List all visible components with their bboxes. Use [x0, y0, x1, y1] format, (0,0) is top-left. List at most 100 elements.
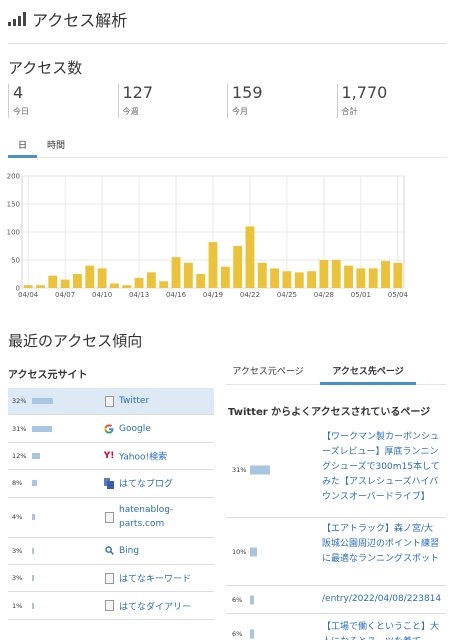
stat-value: 1,770	[341, 83, 388, 102]
chart-bar	[134, 277, 144, 288]
chart-bar	[109, 283, 119, 288]
chart-bar	[73, 274, 82, 288]
yahoo-icon: Y!	[103, 450, 115, 461]
chart-bar	[183, 262, 193, 288]
source-name[interactable]: Google	[119, 423, 151, 434]
stat-today: 4 今日	[8, 84, 118, 118]
source-item-yahoo[interactable]: 12% Y! Yahoo!検索	[8, 443, 214, 471]
stat-total: 1,770 合計	[336, 83, 447, 118]
source-item-hatena-diary[interactable]: 1% はてなダイアリー	[8, 592, 214, 620]
stat-value: 159	[232, 83, 263, 102]
source-name[interactable]: はてなダイアリー	[119, 602, 192, 613]
chart-bar	[282, 271, 292, 288]
source-name[interactable]: Twitter	[119, 396, 150, 407]
tab-day[interactable]: 日	[8, 130, 38, 158]
google-icon	[104, 423, 114, 435]
dest-link[interactable]: /entry/2022/04/08/223814	[322, 594, 442, 604]
chart-bar	[331, 260, 341, 288]
dest-link[interactable]: 【ワークマン製カーボンシューズレビュー】厚底ランニングシューズで300m15本し…	[322, 432, 440, 502]
x-tick-label: 04/04	[18, 291, 39, 299]
chart-bar	[245, 226, 255, 288]
source-pct: 1%	[12, 601, 23, 610]
page-tabs: アクセス元ページ アクセス先ページ	[226, 355, 446, 385]
chart-bar	[344, 265, 353, 288]
x-tick-label: 04/19	[203, 291, 223, 299]
tab-source-page[interactable]: アクセス元ページ	[232, 367, 304, 377]
source-pct: 3%	[12, 546, 23, 555]
source-bar	[32, 480, 38, 487]
dest-item[interactable]: 6% /entry/2022/04/08/223814	[226, 586, 446, 614]
chart-bar	[159, 281, 169, 288]
dest-pct: 6%	[232, 595, 243, 604]
chart-bar	[122, 285, 132, 288]
dest-pct: 31%	[232, 465, 247, 474]
analytics-bars-icon	[8, 11, 26, 26]
tab-hour[interactable]: 時間	[47, 141, 66, 151]
dest-pct: 6%	[232, 629, 243, 638]
source-name[interactable]: hatenablog-parts.com	[119, 505, 174, 530]
source-sites-title: アクセス元サイト	[8, 370, 88, 381]
x-tick-label: 04/25	[277, 291, 297, 299]
source-item-twitter[interactable]: 32% Twitter	[8, 388, 214, 416]
source-bar	[32, 398, 54, 405]
dest-item[interactable]: 6% 【工場で働くということ】大人になるとスーツを着て	[226, 614, 446, 640]
dest-link[interactable]: 【エアトラック】森ノ宮/大阪城公園周辺のポイント練習に最適なランニングスポット	[322, 524, 440, 564]
page-header: アクセス解析	[8, 4, 446, 44]
chart-bar	[48, 275, 58, 288]
source-bar	[32, 425, 53, 432]
chart-bar	[257, 262, 267, 288]
chart-bar	[356, 268, 366, 288]
dest-bar	[250, 595, 254, 604]
recent-trend-title: 最近のアクセス傾向	[8, 332, 143, 350]
chart-bar	[36, 285, 45, 288]
dest-link[interactable]: 【工場で働くということ】大人になるとスーツを着て	[322, 622, 440, 640]
y-tick-label: 200	[7, 173, 20, 181]
search-icon	[104, 545, 114, 557]
source-item-hatena-keyword[interactable]: 3% はてなキーワード	[8, 565, 214, 593]
source-pct: 4%	[12, 513, 23, 522]
stat-label: 合計	[341, 107, 358, 116]
chart-bar	[368, 268, 378, 288]
source-pct: 31%	[12, 424, 27, 433]
stat-label: 今週	[122, 107, 139, 116]
source-pct: 8%	[12, 479, 23, 488]
source-bar	[32, 547, 34, 554]
source-bar	[32, 452, 40, 459]
dest-bar	[250, 547, 257, 556]
chart-bar	[319, 260, 329, 288]
source-item-google[interactable]: 31% Google	[8, 415, 214, 443]
x-tick-label: 05/01	[351, 291, 371, 299]
chart-bar	[196, 274, 206, 288]
document-icon	[104, 600, 114, 612]
x-tick-label: 04/16	[166, 291, 187, 299]
document-icon	[104, 572, 114, 584]
source-name[interactable]: Yahoo!検索	[119, 452, 168, 463]
source-item-hatenablog-parts[interactable]: 4% hatenablog-parts.com	[8, 498, 214, 538]
source-bar	[32, 575, 34, 582]
stat-value: 127	[122, 83, 154, 102]
dest-pct: 10%	[232, 547, 247, 556]
period-tabs: 日 時間	[8, 130, 446, 158]
chart-bar	[233, 246, 243, 288]
dest-pages-list: 31% 【ワークマン製カーボンシューズレビュー】厚底ランニングシューズで300m…	[226, 422, 446, 640]
stat-value: 4	[13, 83, 24, 102]
source-name[interactable]: はてなキーワード	[119, 574, 192, 585]
source-name[interactable]: はてなブログ	[119, 479, 174, 490]
daily-access-chart: 0 50 100 150 200 04/04 04/07 04/10 04/13 04/16 04/…	[7, 173, 409, 300]
source-name[interactable]: Bing	[119, 545, 140, 556]
source-item-bing[interactable]: 3% Bing	[8, 538, 214, 565]
source-item-hatena-blog[interactable]: 8% はてなブログ	[8, 470, 214, 498]
source-pct: 32%	[12, 397, 27, 406]
document-icon	[104, 395, 114, 407]
dest-bar	[250, 465, 271, 474]
tab-dest-page[interactable]: アクセス先ページ	[320, 355, 416, 385]
chart-bar	[60, 279, 70, 288]
dest-item[interactable]: 31% 【ワークマン製カーボンシューズレビュー】厚底ランニングシューズで300m…	[226, 422, 446, 518]
dest-item[interactable]: 10% 【エアトラック】森ノ宮/大阪城公園周辺のポイント練習に最適なランニングス…	[226, 518, 446, 586]
chart-bar	[97, 268, 107, 288]
chart-bar	[85, 265, 95, 288]
x-tick-label: 04/28	[314, 291, 334, 299]
dest-pages-title: Twitter からよくアクセスされているページ	[228, 407, 431, 418]
access-count-title: アクセス数	[8, 59, 83, 77]
x-tick-label: 04/07	[55, 291, 75, 299]
